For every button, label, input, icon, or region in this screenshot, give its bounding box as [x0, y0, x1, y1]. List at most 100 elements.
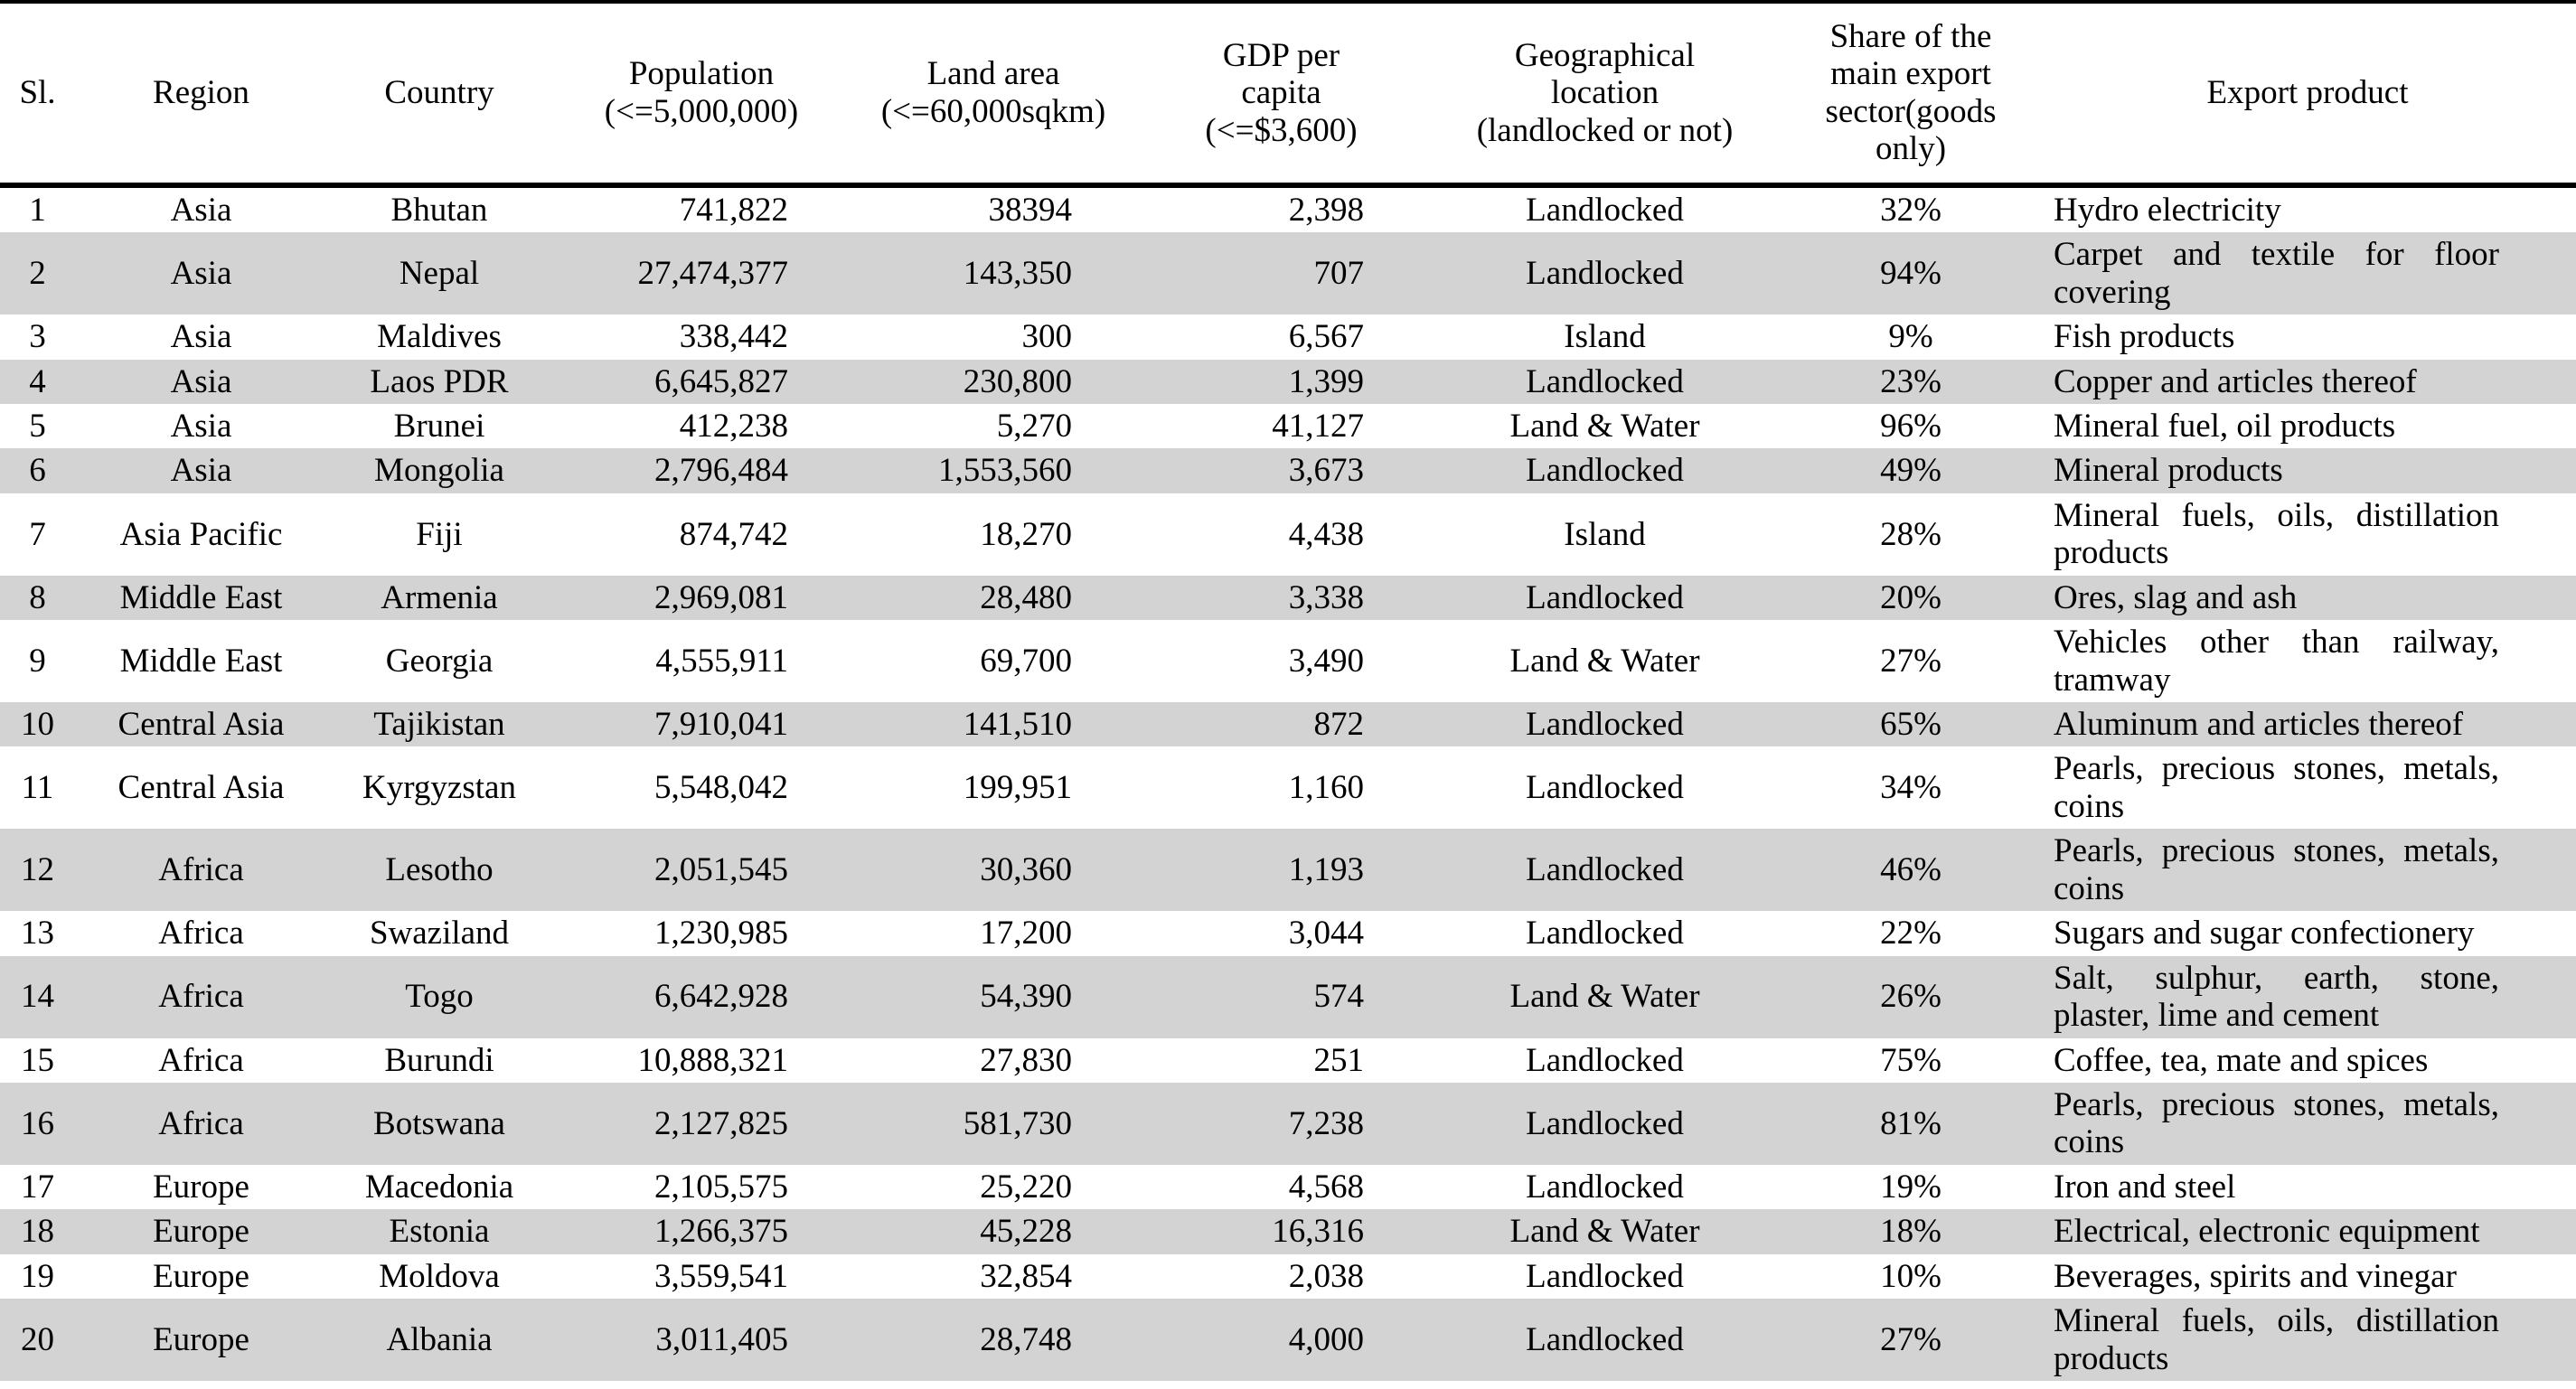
cell-region: Europe [153, 1168, 249, 1206]
table-row: 20 Europe Albania 3,011,405 28,748 4,000 Landl… [0, 1299, 2576, 1381]
header-sl: Sl. [19, 74, 56, 112]
cell-population: 27,474,377 [637, 254, 789, 292]
cell-geo-location: Land & Water [1509, 642, 1700, 680]
cell-land-area: 69,700 [980, 642, 1072, 680]
cell-land-area: 1,553,560 [938, 452, 1072, 490]
cell-sl: 8 [29, 578, 46, 616]
cell-export-product: Iron and steel [2054, 1168, 2236, 1206]
cell-country: Armenia [381, 578, 498, 616]
cell-country: Nepal [399, 254, 480, 292]
cell-land-area: 5,270 [996, 407, 1072, 445]
table-row: 5 Asia Brunei 412,238 5,270 41,127 Land & Wate… [0, 404, 2576, 448]
cell-population: 3,559,541 [654, 1257, 788, 1295]
cell-sl: 9 [29, 642, 46, 680]
table-row: 2 Asia Nepal 27,474,377 143,350 707 Landlocked… [0, 232, 2576, 315]
cell-land-area: 28,480 [980, 578, 1072, 616]
cell-land-area: 17,200 [980, 915, 1072, 953]
cell-sl: 10 [21, 706, 54, 743]
cell-gdp-per-capita: 3,673 [1288, 452, 1364, 490]
cell-population: 5,548,042 [654, 769, 788, 807]
cell-sl: 7 [29, 515, 46, 553]
table-row: 13 Africa Swaziland 1,230,985 17,200 3,044 Lan… [0, 911, 2576, 955]
cell-country: Moldova [379, 1257, 500, 1295]
header-region: Region [153, 74, 249, 112]
cell-export-share: 23% [1880, 362, 1941, 400]
cell-sl: 2 [29, 254, 46, 292]
cell-country: Albania [386, 1320, 493, 1358]
cell-geo-location: Land & Water [1509, 407, 1700, 445]
cell-country: Togo [405, 978, 474, 1016]
cell-sl: 15 [21, 1041, 54, 1079]
cell-land-area: 18,270 [980, 515, 1072, 553]
cell-country: Kyrgyzstan [362, 769, 516, 807]
cell-country: Brunei [393, 407, 485, 445]
cell-export-share: 22% [1880, 915, 1941, 953]
cell-land-area: 38394 [988, 191, 1073, 229]
cell-gdp-per-capita: 4,568 [1288, 1168, 1364, 1206]
cell-export-share: 32% [1880, 191, 1941, 229]
cell-population: 2,127,825 [654, 1104, 788, 1142]
cell-land-area: 581,730 [963, 1104, 1072, 1142]
cell-country: Estonia [389, 1213, 490, 1251]
cell-geo-location: Land & Water [1509, 1213, 1700, 1251]
cell-sl: 13 [21, 915, 54, 953]
cell-gdp-per-capita: 7,238 [1288, 1104, 1364, 1142]
cell-region: Europe [153, 1257, 249, 1295]
table-row: 3 Asia Maldives 338,442 300 6,567 Island 9% Fish… [0, 314, 2576, 359]
cell-export-share: 94% [1880, 254, 1941, 292]
cell-export-product: Pearls, precious stones, metals, coins [2054, 832, 2499, 907]
cell-land-area: 300 [1021, 318, 1073, 356]
header-country: Country [384, 74, 494, 112]
cell-export-share: 81% [1880, 1104, 1941, 1142]
cell-land-area: 25,220 [980, 1168, 1072, 1206]
cell-region: Asia [170, 362, 232, 400]
cell-region: Asia [170, 407, 232, 445]
table-row: 10 Central Asia Tajikistan 7,910,041 141,510… [0, 702, 2576, 747]
cell-population: 2,105,575 [654, 1168, 788, 1206]
cell-export-share: 65% [1880, 706, 1941, 743]
table-row: 9 Middle East Georgia 4,555,911 69,700 3,490 L… [0, 620, 2576, 702]
cell-geo-location: Landlocked [1526, 362, 1684, 400]
cell-export-product: Vehicles other than railway, tramway [2054, 624, 2499, 699]
cell-population: 1,230,985 [654, 915, 788, 953]
cell-region: Asia [170, 191, 232, 229]
header-export-share: Share of the main export sector(goods on… [1825, 18, 1997, 168]
cell-country: Swaziland [369, 915, 510, 953]
cell-gdp-per-capita: 1,399 [1288, 362, 1364, 400]
cell-geo-location: Land & Water [1509, 978, 1700, 1016]
cell-geo-location: Landlocked [1526, 254, 1684, 292]
table-row: 14 Africa Togo 6,642,928 54,390 574 Land & Wat… [0, 955, 2576, 1038]
cell-sl: 18 [21, 1213, 54, 1251]
cell-gdp-per-capita: 3,490 [1288, 642, 1364, 680]
cell-export-product: Beverages, spirits and vinegar [2054, 1257, 2457, 1295]
cell-country: Laos PDR [370, 362, 509, 400]
cell-region: Asia [170, 318, 232, 356]
cell-country: Botswana [373, 1104, 505, 1142]
cell-land-area: 141,510 [963, 706, 1072, 743]
cell-export-product: Carpet and textile for floor covering [2054, 236, 2499, 311]
cell-population: 4,555,911 [655, 642, 788, 680]
cell-population: 3,011,405 [655, 1320, 788, 1358]
cell-sl: 6 [29, 452, 46, 490]
cell-country: Burundi [384, 1041, 494, 1079]
cell-land-area: 32,854 [980, 1257, 1072, 1295]
cell-export-product: Mineral products [2054, 452, 2283, 490]
cell-land-area: 28,748 [980, 1320, 1072, 1358]
cell-population: 1,266,375 [654, 1213, 788, 1251]
cell-country: Bhutan [390, 191, 488, 229]
cell-population: 7,910,041 [654, 706, 788, 743]
cell-export-share: 49% [1880, 452, 1941, 490]
cell-export-product: Hydro electricity [2054, 191, 2281, 229]
cell-export-share: 28% [1880, 515, 1941, 553]
cell-export-product: Pearls, precious stones, metals, coins [2054, 750, 2499, 825]
cell-gdp-per-capita: 4,000 [1288, 1320, 1364, 1358]
cell-sl: 1 [29, 191, 46, 229]
cell-land-area: 143,350 [963, 254, 1072, 292]
cell-region: Central Asia [118, 706, 285, 743]
table-row: 4 Asia Laos PDR 6,645,827 230,800 1,399 Landlo… [0, 359, 2576, 404]
cell-export-share: 9% [1888, 318, 1933, 356]
cell-region: Africa [158, 851, 244, 889]
table-row: 1 Asia Bhutan 741,822 38394 2,398 Landlocked 32… [0, 185, 2576, 232]
cell-population: 2,969,081 [654, 578, 788, 616]
cell-export-product: Sugars and sugar confectionery [2054, 915, 2475, 953]
